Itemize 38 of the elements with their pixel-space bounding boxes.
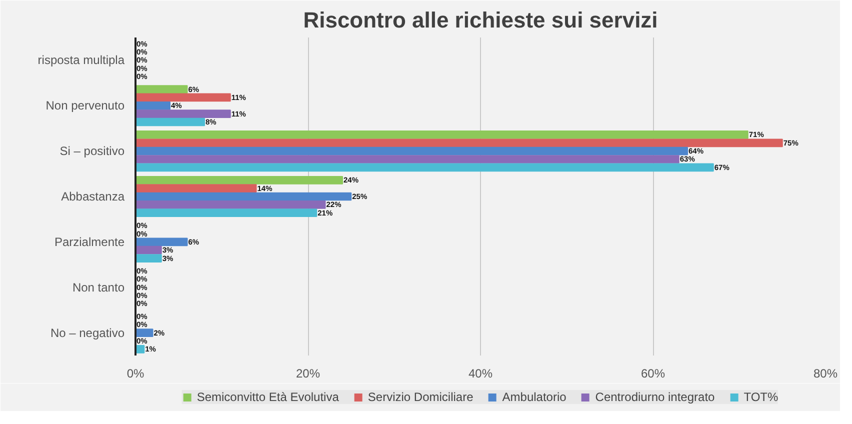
bar xyxy=(136,208,318,218)
y-tick-label: Non tanto xyxy=(72,280,125,294)
bar xyxy=(136,93,231,102)
x-tick-label: 40% xyxy=(468,366,493,380)
bar xyxy=(136,163,714,172)
bar xyxy=(136,155,680,164)
bar xyxy=(136,146,688,156)
legend-label: Centrodiurno integrato xyxy=(595,390,715,404)
bar xyxy=(136,344,145,354)
y-tick-label: Non pervenuto xyxy=(46,98,125,113)
x-tick-label: 60% xyxy=(640,366,666,380)
bar xyxy=(136,328,154,337)
bar xyxy=(136,254,162,262)
y-tick-label: Si – positivo xyxy=(60,144,125,158)
legend-label: Semiconvitto Età Evolutiva xyxy=(196,390,339,404)
y-tick-label: risposta multipla xyxy=(38,53,125,68)
bar xyxy=(136,110,231,118)
bar xyxy=(136,192,352,201)
x-tick-label: 0% xyxy=(126,366,144,380)
legend-label: Servizio Domiciliare xyxy=(368,390,474,404)
y-tick-label: Parzialmente xyxy=(54,234,125,249)
chart-title: Riscontro alle richieste sui servizi xyxy=(303,8,658,32)
bar xyxy=(136,200,326,209)
y-tick-label: Abbastanza xyxy=(61,190,125,204)
bar xyxy=(136,118,205,126)
bar xyxy=(136,184,257,193)
legend-label: Ambulatorio xyxy=(502,390,566,404)
bar xyxy=(136,130,748,139)
bar xyxy=(136,238,188,246)
bar xyxy=(136,246,162,254)
legend-label: TOT% xyxy=(744,390,778,404)
bar xyxy=(136,101,170,110)
bar xyxy=(136,85,188,94)
bar xyxy=(136,138,783,148)
bar xyxy=(136,176,343,184)
y-tick-label: No – negativo xyxy=(50,326,125,340)
x-tick-label: 20% xyxy=(296,366,320,380)
x-tick-label: 80% xyxy=(813,366,838,380)
